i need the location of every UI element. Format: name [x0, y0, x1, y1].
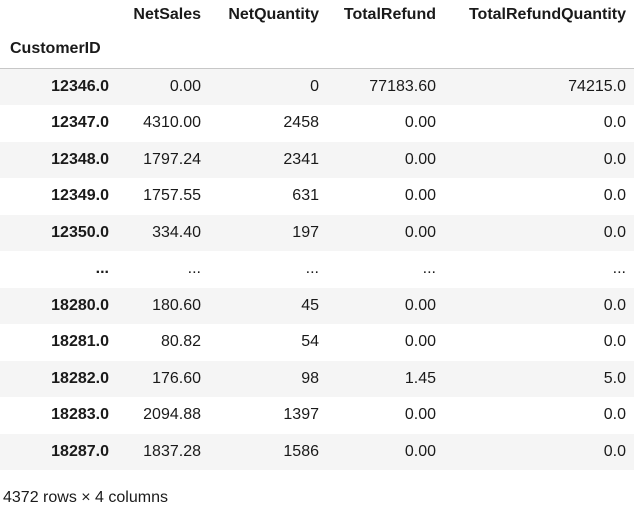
- cell-netquantity: 0: [310, 78, 319, 95]
- table-row: 12350.0 334.40 197 0.00 0.0: [0, 214, 634, 251]
- table-row: 18280.0 180.60 45 0.00 0.0: [0, 287, 634, 324]
- row-index: 12348.0: [51, 150, 109, 168]
- cell-totalrefund: 0.00: [404, 187, 436, 205]
- cell-netsales: 180.60: [152, 296, 201, 314]
- row-index: 12347.0: [51, 114, 109, 132]
- empty-header-cell: [117, 30, 209, 69]
- table-row: 12349.0 1757.55 631 0.00 0.0: [0, 178, 634, 215]
- empty-header-cell: [209, 30, 327, 69]
- row-index: 12350.0: [51, 223, 109, 241]
- cell-totalrefund: 0.00: [404, 114, 436, 132]
- dataframe-output: NetSales NetQuantity TotalRefund TotalRe…: [0, 0, 634, 470]
- row-index: 18283.0: [51, 406, 109, 424]
- table-row: 12348.0 1797.24 2341 0.00 0.0: [0, 141, 634, 178]
- column-header-totalrefund: TotalRefund: [343, 6, 436, 23]
- empty-header-cell: [444, 30, 634, 69]
- row-index: 18287.0: [51, 442, 109, 460]
- table-body: 12346.0 0.00 0 77183.60 74215.0 12347.0 …: [0, 68, 634, 470]
- cell-totalrefundquantity: 0.0: [603, 150, 626, 168]
- cell-totalrefundquantity: 0.0: [603, 442, 626, 460]
- cell-netsales: 176.60: [152, 369, 201, 387]
- row-index: 12349.0: [51, 187, 109, 205]
- cell-totalrefund: 0.00: [404, 442, 436, 460]
- empty-header-cell: [327, 30, 444, 69]
- dataframe-table: NetSales NetQuantity TotalRefund TotalRe…: [0, 0, 634, 470]
- table-row-ellipsis: ... ... ... ... ...: [0, 251, 634, 288]
- column-header-netquantity: NetQuantity: [228, 6, 319, 23]
- cell-totalrefundquantity: 0.0: [603, 406, 626, 424]
- corner-cell: [0, 0, 117, 30]
- cell-netquantity: 54: [301, 333, 319, 351]
- table-row: 18287.0 1837.28 1586 0.00 0.0: [0, 433, 634, 470]
- column-header-row: NetSales NetQuantity TotalRefund TotalRe…: [0, 0, 634, 30]
- cell-netquantity: 197: [292, 223, 319, 241]
- index-name-header: CustomerID: [10, 40, 101, 57]
- row-index: 18280.0: [51, 296, 109, 314]
- cell-totalrefundquantity: 0.0: [603, 114, 626, 132]
- row-index: 12346.0: [51, 78, 109, 95]
- cell-totalrefundquantity: 0.0: [603, 223, 626, 241]
- cell-netsales: 0.00: [169, 78, 201, 95]
- cell-netquantity: 2458: [283, 114, 319, 132]
- table-row: 12347.0 4310.00 2458 0.00 0.0: [0, 105, 634, 142]
- table-row: 18283.0 2094.88 1397 0.00 0.0: [0, 397, 634, 434]
- cell-netsales: 1797.24: [143, 150, 201, 168]
- cell-netquantity: 1586: [283, 442, 319, 460]
- cell-netsales: 80.82: [160, 333, 201, 351]
- cell-totalrefund: 0.00: [404, 223, 436, 241]
- cell-netquantity: 1397: [283, 406, 319, 424]
- cell-netquantity: 45: [301, 296, 319, 314]
- cell-totalrefundquantity: 0.0: [603, 333, 626, 351]
- cell-totalrefundquantity: ...: [612, 260, 626, 278]
- cell-totalrefundquantity: 74215.0: [568, 78, 626, 95]
- cell-totalrefund: 0.00: [404, 333, 436, 351]
- cell-netquantity: 98: [301, 369, 319, 387]
- cell-netsales: 1757.55: [143, 187, 201, 205]
- index-name-row: CustomerID: [0, 30, 634, 69]
- cell-totalrefundquantity: 5.0: [603, 369, 626, 387]
- cell-netsales: 334.40: [152, 223, 201, 241]
- cell-netsales: 1837.28: [143, 442, 201, 460]
- cell-totalrefund: 77183.60: [369, 78, 436, 95]
- cell-netsales: 2094.88: [143, 406, 201, 424]
- cell-netquantity: 2341: [283, 150, 319, 168]
- row-index: 18282.0: [51, 369, 109, 387]
- row-index: 18281.0: [51, 333, 109, 351]
- cell-totalrefund: ...: [422, 260, 436, 278]
- cell-netquantity: ...: [305, 260, 319, 278]
- cell-netquantity: 631: [292, 187, 319, 205]
- shape-footer: 4372 rows × 4 columns: [3, 489, 168, 506]
- table-row: 18281.0 80.82 54 0.00 0.0: [0, 324, 634, 361]
- column-header-netsales: NetSales: [133, 6, 201, 23]
- cell-totalrefund: 0.00: [404, 296, 436, 314]
- row-index: ...: [95, 260, 109, 278]
- table-header: NetSales NetQuantity TotalRefund TotalRe…: [0, 0, 634, 69]
- column-header-totalrefundquantity: TotalRefundQuantity: [468, 6, 626, 23]
- cell-totalrefundquantity: 0.0: [603, 296, 626, 314]
- table-row: 12346.0 0.00 0 77183.60 74215.0: [0, 68, 634, 105]
- cell-totalrefund: 0.00: [404, 150, 436, 168]
- cell-totalrefund: 0.00: [404, 406, 436, 424]
- cell-totalrefund: 1.45: [404, 369, 436, 387]
- cell-totalrefundquantity: 0.0: [603, 187, 626, 205]
- cell-netsales: ...: [187, 260, 201, 278]
- cell-netsales: 4310.00: [143, 114, 201, 132]
- table-row: 18282.0 176.60 98 1.45 5.0: [0, 360, 634, 397]
